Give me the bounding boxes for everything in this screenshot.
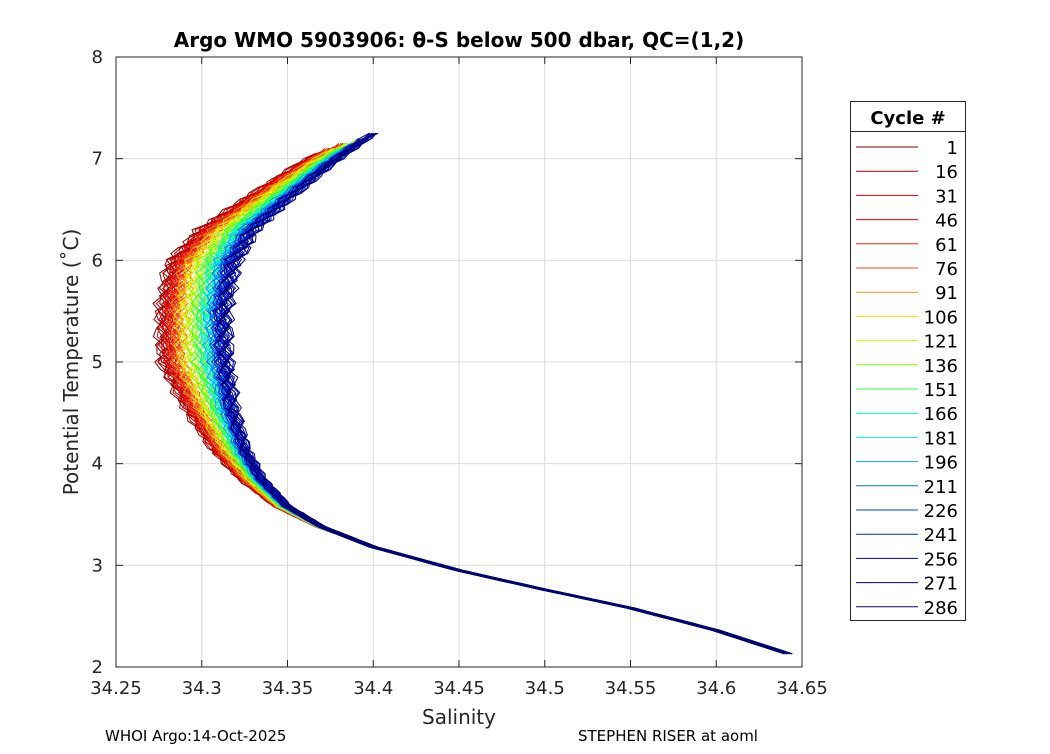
y-tick-label: 8 — [92, 47, 103, 68]
x-tick-label: 34.6 — [696, 678, 736, 699]
x-tick-label: 34.25 — [90, 678, 142, 699]
legend-label: 16 — [935, 162, 958, 183]
profile-line-cycle-166 — [200, 142, 790, 655]
legend-label: 256 — [924, 549, 958, 570]
profile-line-cycle-286 — [216, 132, 788, 655]
legend-label: 211 — [924, 477, 958, 498]
x-tick-label: 34.55 — [605, 678, 657, 699]
axis-ticks: 34.25 34.3 34.35 34.4 34.45 34.5 34.55 34.6 34.6… — [90, 47, 828, 699]
x-tick-label: 34.3 — [182, 678, 222, 699]
x-tick-label: 34.4 — [353, 678, 393, 699]
y-tick-label: 5 — [92, 352, 103, 373]
profile-line-cycle-226 — [210, 137, 788, 655]
profile-line-cycle-211 — [205, 142, 785, 655]
profile-line-cycle-211 — [210, 137, 790, 655]
x-tick-label: 34.35 — [262, 678, 314, 699]
legend-label: 226 — [924, 501, 958, 522]
legend-label: 151 — [924, 380, 958, 401]
legend-label: 61 — [935, 235, 958, 256]
profile-line-cycle-136 — [185, 148, 785, 655]
profile-line-cycle-166 — [201, 143, 793, 655]
profile-line-cycle-271 — [213, 132, 785, 655]
y-tick-label: 7 — [92, 149, 103, 170]
legend-label: 76 — [935, 259, 958, 280]
legend-label: 91 — [935, 283, 958, 304]
legend-label: 166 — [924, 404, 958, 425]
profile-line-cycle-181 — [206, 137, 793, 655]
y-tick-label: 6 — [92, 250, 103, 271]
profile-line-cycle-241 — [211, 138, 788, 655]
profile-line-cycle-271 — [218, 132, 790, 655]
profile-line-cycle-181 — [203, 143, 790, 655]
y-tick-label: 4 — [92, 454, 103, 475]
x-tick-label: 34.45 — [433, 678, 485, 699]
profile-line-cycle-256 — [214, 132, 788, 655]
chart-title: Argo WMO 5903906: θ-S below 500 dbar, QC… — [174, 28, 744, 52]
legend-title: Cycle # — [870, 108, 945, 129]
legend: Cycle # 1 16 31 46 61 76 91 106 121 136 151 166 181 1… — [850, 101, 966, 621]
profile-line-cycle-241 — [215, 132, 790, 655]
y-tick-label: 3 — [92, 555, 103, 576]
profile-line-cycle-256 — [217, 132, 790, 655]
legend-label: 271 — [924, 574, 958, 595]
profile-line-cycle-226 — [208, 137, 785, 655]
profile-line-cycle-196 — [207, 142, 790, 655]
footer-right: STEPHEN RISER at aoml — [578, 727, 758, 745]
legend-label: 46 — [935, 211, 958, 232]
profiles — [152, 132, 793, 655]
legend-label: 286 — [924, 598, 958, 619]
profile-line-cycle-241 — [218, 133, 793, 655]
x-tick-label: 34.5 — [525, 678, 565, 699]
profile-line-cycle-106 — [174, 148, 788, 655]
legend-label: 196 — [924, 453, 958, 474]
profile-line-cycle-121 — [180, 148, 785, 655]
x-tick-label: 34.65 — [776, 678, 828, 699]
profile-line-cycle-286 — [213, 132, 785, 655]
legend-label: 106 — [924, 307, 958, 328]
legend-label: 31 — [935, 186, 958, 207]
profile-line-cycle-286 — [221, 132, 793, 655]
profile-line-cycle-211 — [213, 137, 793, 655]
y-axis-label: Potential Temperature (˚C) — [59, 229, 83, 496]
x-axis-label: Salinity — [422, 705, 496, 729]
profile-line-cycle-196 — [203, 143, 788, 655]
profile-line-cycle-226 — [213, 132, 790, 655]
profile-line-cycle-196 — [208, 137, 793, 655]
profile-line-cycle-271 — [215, 132, 788, 655]
footer-left: WHOI Argo:14-Oct-2025 — [105, 727, 286, 745]
profile-line-cycle-256 — [212, 137, 785, 655]
legend-label: 181 — [924, 428, 958, 449]
profile-line-cycle-241 — [210, 137, 785, 655]
profile-line-cycle-286 — [218, 132, 790, 655]
legend-label: 136 — [924, 356, 958, 377]
profile-line-cycle-136 — [191, 137, 793, 655]
profile-line-cycle-256 — [219, 132, 793, 655]
legend-label: 121 — [924, 332, 958, 353]
y-tick-label: 2 — [92, 657, 103, 678]
profile-line-cycle-106 — [172, 148, 785, 655]
profile-line-cycle-271 — [221, 132, 793, 655]
profile-line-cycle-211 — [206, 142, 788, 655]
legend-label: 1 — [947, 138, 958, 159]
legend-label: 241 — [924, 525, 958, 546]
profile-line-cycle-226 — [215, 132, 793, 655]
